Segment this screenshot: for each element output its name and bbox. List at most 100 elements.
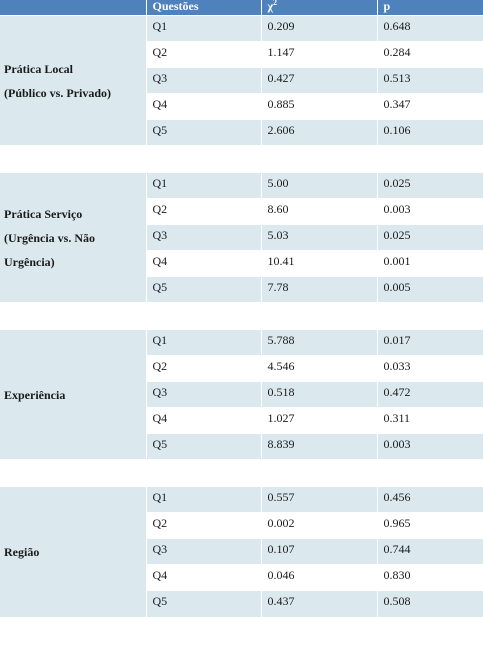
table-row: Q4 0.046 0.830 bbox=[0, 564, 483, 591]
question-cell: Q4 bbox=[145, 564, 261, 591]
table-row: Região Q1 0.557 0.456 bbox=[0, 486, 483, 617]
chi2-cell: 5.788 bbox=[260, 329, 377, 356]
p-value-cell: 0.284 bbox=[376, 41, 483, 68]
question-cell: Q2 bbox=[145, 512, 261, 539]
chi2-cell: 0.002 bbox=[260, 512, 377, 539]
group-label-line: Região bbox=[4, 544, 40, 559]
group-spacer-row bbox=[0, 302, 483, 330]
table-row: Q3 0.107 0.744 bbox=[0, 538, 483, 565]
question-cell: Q4 bbox=[145, 407, 261, 434]
table-row: Q5 8.839 0.003 bbox=[0, 433, 483, 460]
chi2-cell: 0.885 bbox=[260, 93, 377, 120]
chi2-cell: 2.606 bbox=[260, 119, 377, 146]
chi2-cell: 7.78 bbox=[260, 276, 377, 303]
question-cell: Q4 bbox=[145, 250, 261, 277]
p-value-cell: 0.513 bbox=[376, 67, 483, 94]
chi2-cell: 5.03 bbox=[260, 224, 377, 251]
group-spacer bbox=[0, 145, 483, 173]
question-cell: Q3 bbox=[145, 538, 261, 565]
table-row: Q5 2.606 0.106 bbox=[0, 119, 483, 146]
chi2-cell: 0.209 bbox=[260, 15, 377, 42]
table-row: Q4 0.885 0.347 bbox=[0, 93, 483, 120]
group-spacer-row bbox=[0, 145, 483, 173]
question-cell: Q3 bbox=[145, 224, 261, 251]
question-cell: Q2 bbox=[145, 198, 261, 225]
chi2-cell: 5.00 bbox=[260, 172, 377, 199]
p-value-cell: 0.648 bbox=[376, 15, 483, 42]
group-spacer bbox=[0, 459, 483, 487]
p-value-cell: 0.456 bbox=[376, 486, 483, 513]
table-row: Q5 0.437 0.508 bbox=[0, 590, 483, 617]
question-cell: Q3 bbox=[145, 381, 261, 408]
group-label: Prática Local (Público vs. Privado) bbox=[0, 15, 147, 146]
table-row: Prática Serviço (Urgência vs. Não Urgência… bbox=[0, 172, 483, 303]
chi2-cell: 8.60 bbox=[260, 198, 377, 225]
table-row: Q2 1.147 0.284 bbox=[0, 41, 483, 68]
p-value-cell: 0.106 bbox=[376, 119, 483, 146]
p-value-cell: 0.003 bbox=[376, 433, 483, 460]
p-value-cell: 0.508 bbox=[376, 590, 483, 617]
question-cell: Q2 bbox=[145, 355, 261, 382]
chi2-cell: 4.546 bbox=[260, 355, 377, 382]
group-label-line: Prática Serviço bbox=[4, 206, 83, 221]
group-label: Prática Serviço (Urgência vs. Não Urgência… bbox=[0, 172, 147, 303]
group-label-line: Experiência bbox=[4, 387, 66, 402]
question-cell: Q1 bbox=[145, 15, 261, 42]
chi2-cell: 0.437 bbox=[260, 590, 377, 617]
p-value-cell: 0.311 bbox=[376, 407, 483, 434]
group-label: Experiência bbox=[0, 329, 147, 460]
question-cell: Q1 bbox=[145, 329, 261, 356]
table-body: Prática Local (Público vs. Privado) Q1 0.20… bbox=[0, 15, 483, 617]
table-row: Q2 4.546 0.033 bbox=[0, 355, 483, 382]
table-row: Prática Local (Público vs. Privado) Q1 0.20… bbox=[0, 15, 483, 146]
question-cell: Q5 bbox=[145, 276, 261, 303]
table-row: Q2 8.60 0.003 bbox=[0, 198, 483, 225]
table-row: Q3 5.03 0.025 bbox=[0, 224, 483, 251]
p-value-cell: 0.965 bbox=[376, 512, 483, 539]
chi2-cell: 8.839 bbox=[260, 433, 377, 460]
group-label-line: Prática Local bbox=[4, 61, 73, 76]
header-chi2-sup: 2 bbox=[273, 0, 278, 7]
p-value-cell: 0.744 bbox=[376, 538, 483, 565]
table-row: Q4 10.41 0.001 bbox=[0, 250, 483, 277]
chi2-cell: 0.046 bbox=[260, 564, 377, 591]
chi2-cell: 0.557 bbox=[260, 486, 377, 513]
p-value-cell: 0.347 bbox=[376, 93, 483, 120]
group-label-line: Urgência) bbox=[4, 254, 55, 269]
p-value-cell: 0.001 bbox=[376, 250, 483, 277]
question-cell: Q5 bbox=[145, 590, 261, 617]
p-value-cell: 0.830 bbox=[376, 564, 483, 591]
p-value-cell: 0.025 bbox=[376, 224, 483, 251]
group-spacer-row bbox=[0, 459, 483, 487]
question-cell: Q2 bbox=[145, 41, 261, 68]
table-row: Q2 0.002 0.965 bbox=[0, 512, 483, 539]
header-row: Questões χ2 p bbox=[0, 0, 483, 16]
group-label-line: (Público vs. Privado) bbox=[4, 85, 111, 100]
question-cell: Q4 bbox=[145, 93, 261, 120]
header-chi2: χ2 bbox=[260, 0, 377, 16]
p-value-cell: 0.025 bbox=[376, 172, 483, 199]
p-value-cell: 0.472 bbox=[376, 381, 483, 408]
question-cell: Q1 bbox=[145, 486, 261, 513]
question-cell: Q1 bbox=[145, 172, 261, 199]
p-value-cell: 0.003 bbox=[376, 198, 483, 225]
table-row: Experiência Q1 5.788 0.017 bbox=[0, 329, 483, 460]
p-value-cell: 0.033 bbox=[376, 355, 483, 382]
question-cell: Q5 bbox=[145, 433, 261, 460]
table-row: Q5 7.78 0.005 bbox=[0, 276, 483, 303]
chi2-cell: 0.427 bbox=[260, 67, 377, 94]
table-row: Q3 0.518 0.472 bbox=[0, 381, 483, 408]
chi2-cell: 10.41 bbox=[260, 250, 377, 277]
chi2-cell: 1.027 bbox=[260, 407, 377, 434]
p-value-cell: 0.005 bbox=[376, 276, 483, 303]
results-table: Questões χ2 p Prática Local (Público vs. … bbox=[0, 0, 483, 617]
table-row: Q3 0.427 0.513 bbox=[0, 67, 483, 94]
group-label: Região bbox=[0, 486, 147, 617]
header-chi2-base: χ bbox=[267, 0, 274, 13]
question-cell: Q5 bbox=[145, 119, 261, 146]
chi2-cell: 0.518 bbox=[260, 381, 377, 408]
header-questoes: Questões bbox=[145, 0, 261, 16]
chi2-cell: 0.107 bbox=[260, 538, 377, 565]
header-blank bbox=[0, 0, 146, 16]
chi2-cell: 1.147 bbox=[260, 41, 377, 68]
